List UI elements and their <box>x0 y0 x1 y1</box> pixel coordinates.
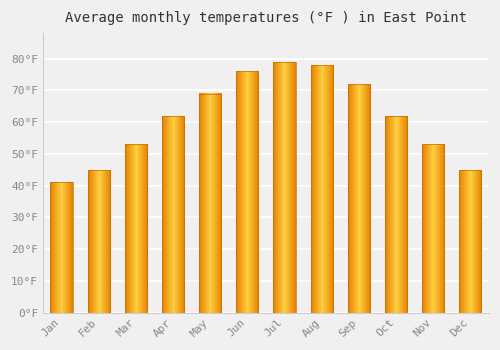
Title: Average monthly temperatures (°F ) in East Point: Average monthly temperatures (°F ) in Ea… <box>65 11 467 25</box>
